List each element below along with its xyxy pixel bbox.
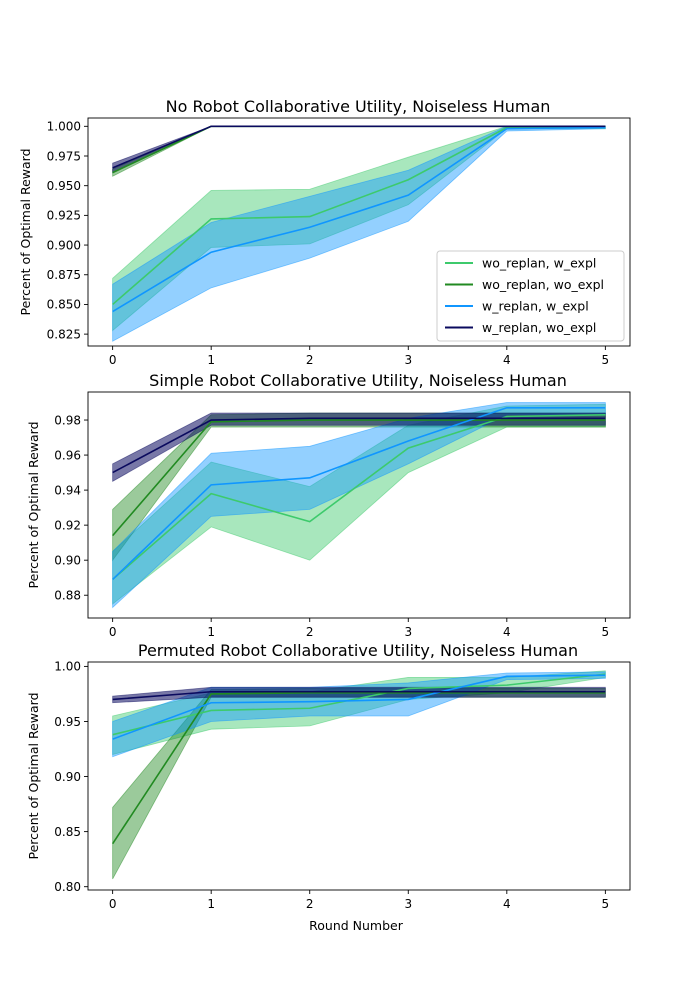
x-tick-label: 4 [503, 897, 511, 911]
x-tick-label: 2 [306, 625, 314, 639]
band-w_replan_w_expl [112, 125, 606, 342]
x-tick-label: 1 [207, 897, 215, 911]
y-tick-label: 0.94 [54, 483, 81, 497]
band-wo_replan_wo_expl [112, 125, 606, 177]
legend-box [436, 250, 625, 342]
y-tick-label: 0.825 [47, 327, 81, 341]
legend-label: w_replan, w_expl [482, 299, 589, 314]
x-axis-label: Round Number [309, 918, 404, 933]
y-tick-label: 0.90 [54, 770, 81, 784]
y-tick-label: 0.85 [54, 825, 81, 839]
x-tick-label: 4 [503, 353, 511, 367]
y-tick-label: 0.850 [47, 298, 81, 312]
y-tick-label: 0.90 [54, 553, 81, 567]
x-tick-label: 3 [404, 625, 412, 639]
y-tick-label: 0.88 [54, 589, 81, 603]
axes-frame [87, 117, 631, 347]
line-w_replan_w_expl [112, 126, 606, 313]
legend-label: wo_replan, w_expl [482, 256, 596, 271]
y-tick-label: 1.000 [47, 120, 81, 134]
chart-title: Simple Robot Collaborative Utility, Nois… [149, 371, 567, 390]
x-tick-label: 3 [404, 353, 412, 367]
y-tick-label: 0.95 [54, 715, 81, 729]
line-w_replan_wo_expl [112, 690, 606, 701]
line-wo_replan_wo_expl [111, 692, 606, 845]
y-tick-label: 0.900 [47, 238, 81, 252]
x-tick-label: 3 [404, 897, 412, 911]
chart-panel-3: 0 1 2 3 4 5 0.80 0.85 0.90 0.95 1.00 Permuted Robot… [26, 641, 631, 933]
legend-label: w_replan, wo_expl [482, 320, 596, 335]
y-tick-label: 0.875 [47, 268, 81, 282]
y-axis-label: Percent of Optimal Reward [26, 692, 41, 859]
x-tick-label: 2 [306, 897, 314, 911]
line-wo_replan_w_expl [112, 126, 606, 306]
line-w_replan_wo_expl [112, 125, 606, 169]
legend-label: wo_replan, wo_expl [482, 277, 604, 292]
y-tick-label: 0.98 [54, 413, 81, 427]
x-tick-label: 4 [503, 625, 511, 639]
line-w_replan_w_expl [112, 674, 606, 740]
line-wo_replan_w_expl [112, 673, 606, 736]
x-tick-label: 5 [602, 625, 610, 639]
x-tick-label: 5 [602, 897, 610, 911]
x-tick-label: 0 [109, 625, 117, 639]
y-tick-label: 0.950 [47, 179, 81, 193]
y-axis-label: Percent of Optimal Reward [26, 421, 41, 588]
axes-frame [87, 391, 631, 619]
line-wo_replan_wo_expl [112, 419, 606, 537]
chart-panel-2: 0 1 2 3 4 5 0.88 0.90 0.92 0.94 0.96 0.98 Simple Rob… [26, 371, 631, 639]
chart-title: No Robot Collaborative Utility, Noiseles… [166, 97, 551, 116]
band-w_replan_wo_expl [112, 125, 606, 174]
x-tick-label: 0 [109, 353, 117, 367]
x-tick-label: 1 [207, 625, 215, 639]
x-tick-label: 2 [306, 353, 314, 367]
legend: wo_replan, w_expl wo_replan, wo_expl w_rep… [436, 250, 625, 342]
line-w_replan_wo_expl [112, 417, 606, 474]
axes-frame [87, 661, 631, 891]
x-tick-label: 1 [207, 353, 215, 367]
line-wo_replan_wo_expl [112, 125, 606, 174]
y-tick-label: 0.975 [47, 149, 81, 163]
y-axis-label: Percent of Optimal Reward [18, 148, 33, 315]
y-tick-label: 0.96 [54, 448, 81, 462]
line-w_replan_w_expl [112, 406, 606, 581]
y-tick-label: 0.80 [54, 880, 81, 894]
y-tick-label: 1.00 [54, 660, 81, 674]
chart-title: Permuted Robot Collaborative Utility, No… [138, 641, 578, 660]
line-wo_replan_w_expl [112, 413, 606, 581]
y-tick-label: 0.92 [54, 518, 81, 532]
x-tick-label: 0 [109, 897, 117, 911]
x-tick-label: 5 [602, 353, 610, 367]
chart-panel-1: 0 1 2 3 4 5 0.825 0.850 0.875 0.900 0.925 0.950 0.97… [18, 97, 631, 367]
y-tick-label: 0.925 [47, 209, 81, 223]
